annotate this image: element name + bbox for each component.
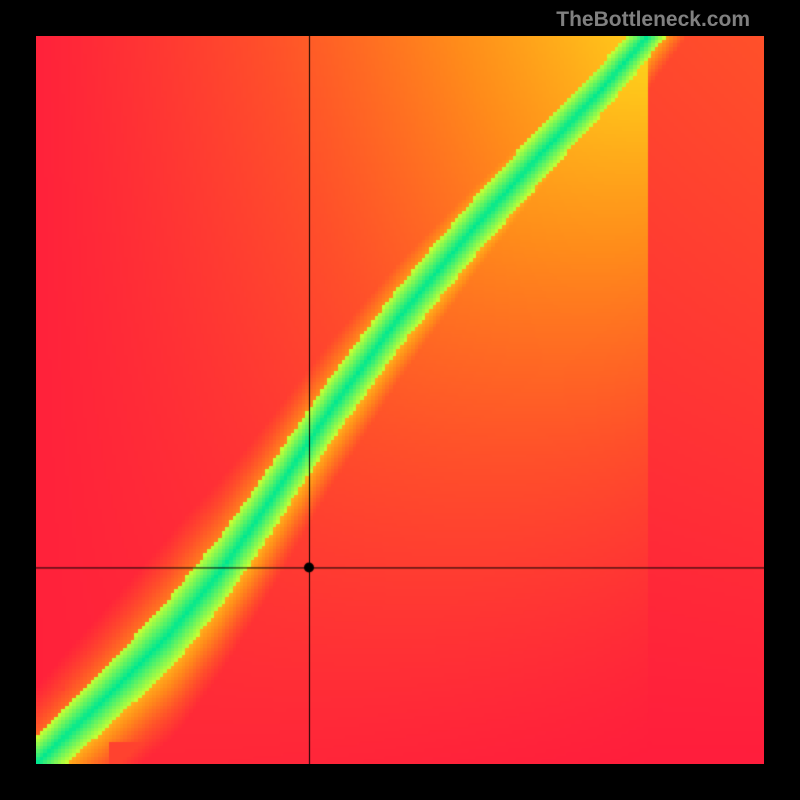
heatmap-plot <box>36 36 764 764</box>
watermark-text: TheBottleneck.com <box>556 8 750 32</box>
heatmap-canvas <box>36 36 764 764</box>
